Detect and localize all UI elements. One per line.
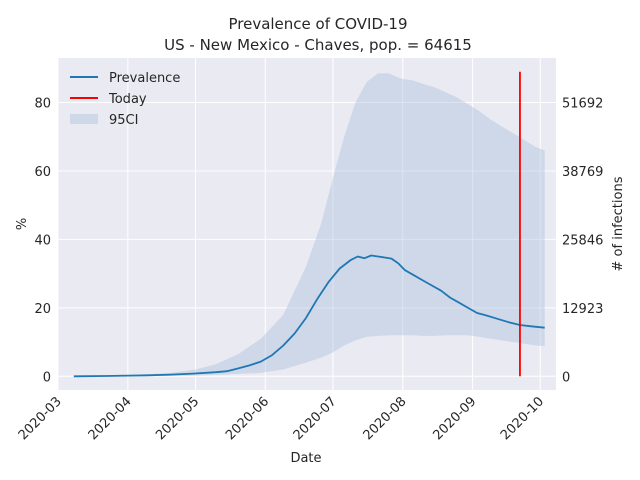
chart-title: Prevalence of COVID-19 [228, 15, 407, 33]
y-tick-label: 40 [34, 233, 51, 248]
y2-tick-label: 38769 [562, 165, 603, 180]
legend-prevalence-label: Prevalence [109, 71, 180, 86]
legend-today-label: Today [108, 92, 147, 107]
y2-tick-label: 25846 [562, 233, 603, 248]
y-tick-label: 20 [34, 302, 51, 317]
y2-axis-title: # of infections [611, 176, 626, 271]
x-tick-label: 2020-05 [153, 394, 202, 443]
ci-band-layer [73, 73, 545, 377]
x-tick-label: 2020-03 [16, 394, 65, 443]
x-axis-title: Date [290, 451, 321, 466]
y-tick-label: 80 [34, 96, 51, 111]
y-tick-label: 60 [34, 165, 51, 180]
legend-ci-label: 95CI [109, 113, 138, 128]
grid-lines [57, 58, 556, 390]
y2-tick-label: 51692 [562, 96, 603, 111]
y2-tick-label: 12923 [562, 302, 603, 317]
x-tick-label: 2020-04 [86, 394, 135, 443]
y2-tick-label: 0 [562, 370, 570, 385]
x-tick-label: 2020-09 [430, 394, 479, 443]
x-tick-label: 2020-07 [291, 394, 340, 443]
prevalence-line [73, 254, 545, 378]
x-tick-label: 2020-08 [361, 394, 410, 443]
prevalence-line-layer [73, 254, 545, 378]
y-axis-title: % [15, 218, 30, 230]
legend: Prevalence Today 95CI [70, 71, 180, 128]
chart-subtitle: US - New Mexico - Chaves, pop. = 64615 [164, 36, 472, 54]
x-tick-label: 2020-06 [223, 394, 272, 443]
legend-ci-swatch [70, 114, 98, 124]
x-tick-label: 2020-10 [498, 394, 547, 443]
ci-band [73, 73, 545, 377]
y-tick-label: 0 [43, 370, 51, 385]
